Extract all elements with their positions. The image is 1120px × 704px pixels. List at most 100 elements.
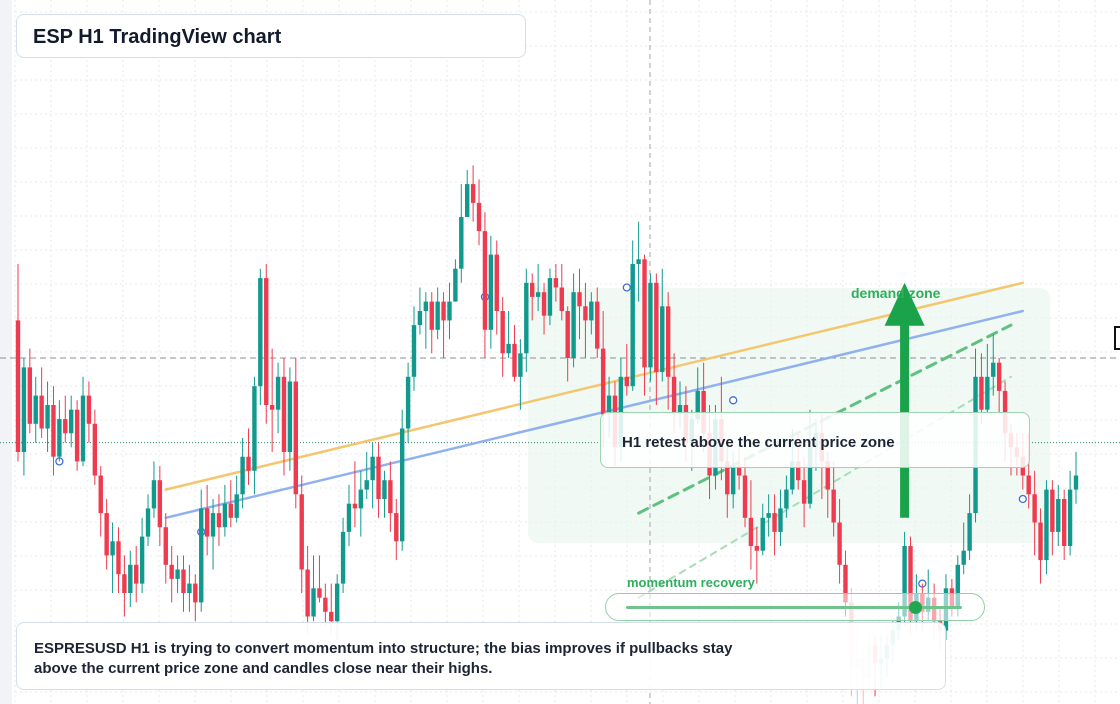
candle (837, 499, 842, 584)
price-scale-marker (1114, 326, 1120, 350)
candle (27, 348, 33, 434)
candle-body (1044, 489, 1049, 561)
candle-body (382, 480, 387, 499)
candle-body (559, 287, 564, 311)
candle-body (145, 508, 151, 537)
candle-body (252, 386, 257, 471)
candle-body (748, 517, 754, 546)
candle (405, 362, 411, 443)
candle (346, 484, 352, 546)
candle (175, 555, 180, 593)
candle (488, 235, 494, 349)
candle-body (210, 513, 216, 537)
candle-body (364, 480, 369, 490)
candle (45, 381, 50, 452)
candle (1032, 470, 1037, 556)
candle-body (86, 395, 92, 424)
candle-body (772, 513, 777, 532)
candle-body (21, 367, 27, 452)
candle-body (665, 306, 671, 377)
candle (151, 461, 157, 518)
candle (417, 287, 423, 335)
candle (748, 480, 754, 570)
candle (512, 325, 517, 382)
candle (742, 456, 748, 528)
candle (559, 264, 564, 321)
summary-text: ESPRESUSD H1 is trying to convert moment… (34, 640, 733, 677)
candle-body (104, 513, 109, 556)
candle-body (45, 405, 50, 429)
candle (382, 470, 387, 518)
candle-body (606, 395, 612, 415)
candle (275, 362, 281, 434)
candle-body (648, 282, 653, 368)
candle-body (1073, 475, 1079, 490)
candle (116, 527, 121, 593)
candle (98, 466, 103, 537)
candle (1038, 508, 1043, 584)
candle (299, 475, 304, 593)
candle (571, 273, 576, 368)
candle (258, 268, 263, 405)
candle (423, 292, 429, 349)
candle-body (216, 513, 222, 528)
candle (447, 282, 452, 340)
candle-body (583, 306, 588, 321)
candle-body (725, 461, 730, 495)
candle (772, 494, 777, 556)
candle-body (630, 264, 635, 387)
candle-body (530, 282, 535, 297)
candle-body (500, 311, 505, 354)
candle-body (1056, 499, 1061, 532)
candle-body (1061, 499, 1067, 546)
candle (465, 170, 470, 217)
candle (376, 442, 381, 518)
candle (506, 311, 511, 358)
candle (169, 546, 174, 603)
candle-body (736, 466, 742, 476)
candle (1050, 480, 1055, 556)
candle-body (222, 503, 228, 528)
candle (1056, 484, 1061, 546)
candle-body (955, 564, 960, 608)
candle-body (163, 527, 168, 565)
candle (352, 461, 358, 528)
candle-body (157, 480, 163, 528)
candle-body (825, 461, 830, 490)
candle (388, 461, 393, 532)
candle (63, 395, 68, 443)
candle (624, 343, 629, 396)
candle (323, 583, 328, 626)
candle-body (311, 588, 316, 617)
candle-body (441, 301, 446, 321)
candle-body (961, 550, 966, 565)
candle-body (636, 259, 641, 264)
arrow-head (884, 282, 925, 326)
candle-body (524, 282, 529, 354)
candle-body (275, 376, 281, 410)
candle (766, 494, 771, 537)
candle-body (388, 480, 393, 514)
candle-body (465, 184, 470, 217)
candle-body (317, 588, 322, 598)
candle (530, 273, 535, 321)
candle-body (624, 376, 629, 387)
summary-card: ESPRESUSD H1 is trying to convert moment… (16, 622, 946, 690)
candle (163, 513, 168, 584)
candle-body (671, 376, 677, 415)
candle-body (352, 503, 358, 509)
candle-body (329, 611, 334, 622)
candle (801, 456, 807, 528)
candle (470, 165, 476, 222)
candle (80, 376, 86, 467)
candle-body (1038, 522, 1043, 561)
candle-body (181, 569, 186, 593)
candle (459, 184, 464, 283)
candle (234, 475, 239, 523)
candle-body (27, 367, 33, 424)
candle-body (760, 517, 765, 551)
candle-body (695, 390, 700, 420)
candle-body (577, 292, 582, 307)
candle (961, 522, 966, 575)
candle (204, 484, 210, 556)
